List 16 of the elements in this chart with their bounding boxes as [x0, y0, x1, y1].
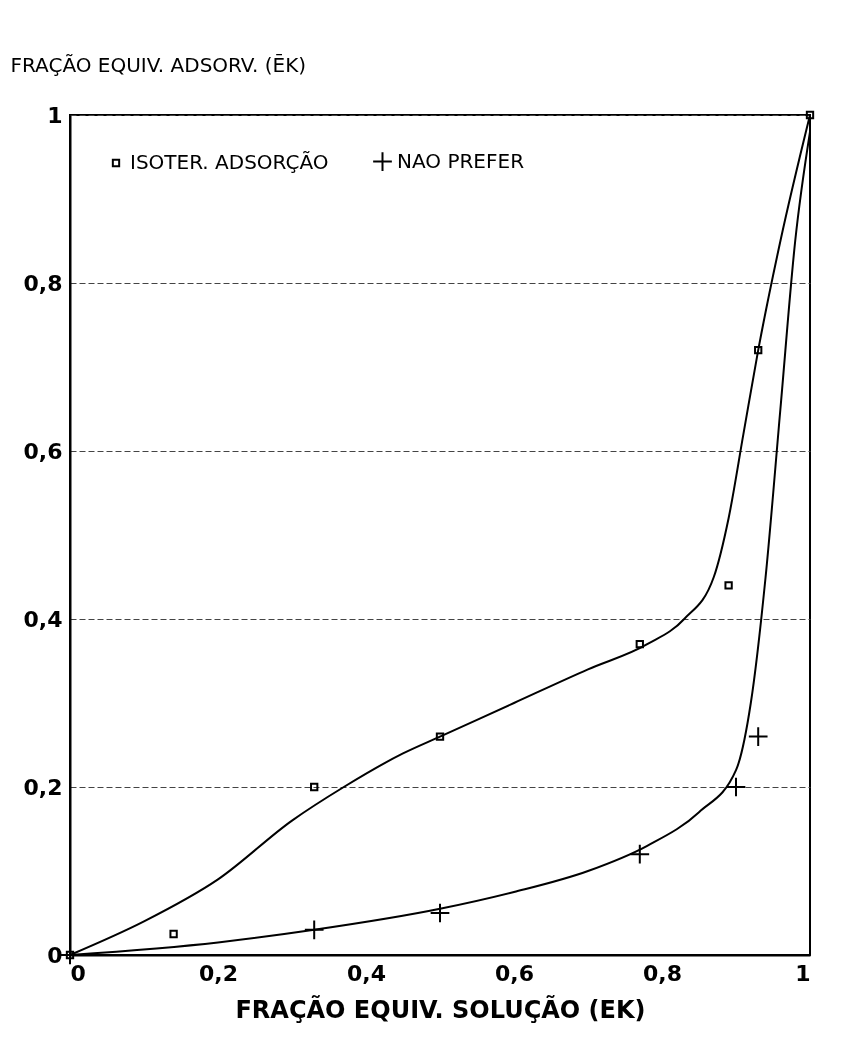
x-tick-label: 0,8 [643, 960, 682, 986]
y-tick-label: 0,2 [23, 774, 63, 800]
x-tick-label: 0,2 [199, 960, 238, 986]
x-tick-label: 1 [795, 960, 811, 986]
y-axis-title: FRAÇÃO EQUIV. ADSORV. (ĒK) [10, 52, 307, 77]
y-tick-label: 0,8 [23, 270, 63, 296]
legend-label: ISOTER. ADSORÇÃO [130, 150, 329, 174]
y-tick-label: 1 [47, 102, 63, 128]
x-tick-label: 0,6 [495, 960, 534, 986]
x-axis-title: FRAÇÃO EQUIV. SOLUÇÃO (EK) [235, 994, 646, 1024]
y-tick-label: 0,4 [23, 606, 63, 632]
legend-label: NAO PREFER [397, 148, 525, 173]
y-tick-label: 0 [47, 942, 63, 968]
x-tick-label: 0,4 [347, 960, 386, 986]
x-tick-label: 0 [70, 960, 86, 986]
y-tick-label: 0,6 [23, 438, 63, 464]
